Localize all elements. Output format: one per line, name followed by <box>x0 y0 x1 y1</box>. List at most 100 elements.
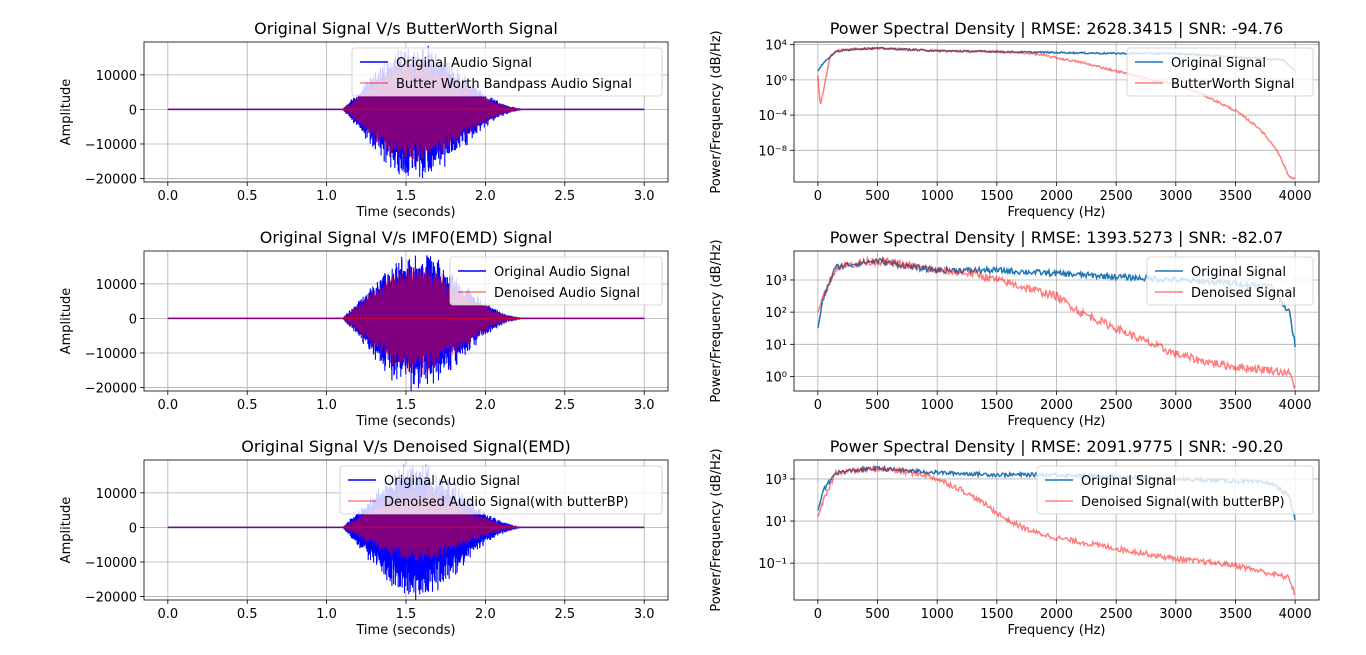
x-tick-label: 1.5 <box>396 398 417 413</box>
x-tick-label: 0.0 <box>157 189 178 204</box>
x-tick-label: 500 <box>865 607 890 622</box>
y-tick-label: −20000 <box>85 173 137 188</box>
chart-title: Power Spectral Density | RMSE: 2091.9775… <box>830 437 1284 456</box>
x-tick-label: 0 <box>814 607 822 622</box>
y-tick-label: 10¹ <box>765 515 787 530</box>
x-axis-label: Time (seconds) <box>355 623 455 638</box>
x-tick-label: 0.0 <box>157 607 178 622</box>
x-axis-label: Frequency (Hz) <box>1007 414 1105 429</box>
legend: Original Signal Denoised Signal(with butt… <box>1036 465 1314 515</box>
y-tick-label: 10³ <box>765 473 787 488</box>
chart-title: Original Signal V/s ButterWorth Signal <box>254 19 558 38</box>
chart-4: 0 500 1000 1500 2000 2500 3000 3500 4000 10³ 10² 10… <box>709 228 1320 429</box>
y-tick-label: 10000 <box>96 69 137 84</box>
y-axis-label: Amplitude <box>59 497 74 564</box>
chart-2: 0 500 1000 1500 2000 2500 3000 3500 4000 10⁴ 10⁰ 10… <box>709 19 1320 220</box>
x-axis-label: Frequency (Hz) <box>1007 623 1105 638</box>
x-tick-label: 500 <box>865 189 890 204</box>
x-tick-label: 4000 <box>1279 189 1312 204</box>
x-tick-label: 0.5 <box>237 607 258 622</box>
legend-label: Original Audio Signal <box>494 265 630 280</box>
x-axis-label: Time (seconds) <box>355 414 455 429</box>
y-axis-label: Amplitude <box>59 288 74 355</box>
y-tick-label: 10⁰ <box>765 74 787 89</box>
plot-area <box>167 255 645 391</box>
series-filtered <box>342 266 526 375</box>
x-tick-label: 0 <box>814 189 822 204</box>
x-tick-label: 500 <box>865 398 890 413</box>
x-tick-label: 1.0 <box>316 607 337 622</box>
y-tick-label: 10⁰ <box>765 371 787 386</box>
y-axis-label: Amplitude <box>59 79 74 146</box>
x-tick-label: 3000 <box>1159 189 1192 204</box>
legend-label: Original Audio Signal <box>396 56 532 71</box>
x-tick-label: 3500 <box>1219 607 1252 622</box>
chart-3: 0.0 0.5 1.0 1.5 2.0 2.5 3.0 −20000 −10000 0 10000 O… <box>59 228 669 429</box>
x-tick-label: 2000 <box>1040 607 1073 622</box>
legend: Original Signal ButterWorth Signal <box>1126 47 1314 97</box>
legend-label: ButterWorth Signal <box>1171 77 1295 92</box>
x-tick-label: 1500 <box>980 398 1013 413</box>
plot-area <box>167 45 645 178</box>
legend-label: Original Audio Signal <box>384 474 520 489</box>
x-axis-label: Frequency (Hz) <box>1007 205 1105 220</box>
chart-title: Original Signal V/s IMF0(EMD) Signal <box>260 228 553 247</box>
series-filtered <box>342 488 525 561</box>
x-tick-label: 0.0 <box>157 398 178 413</box>
x-tick-label: 2.0 <box>475 189 496 204</box>
y-tick-label: −10000 <box>85 556 137 571</box>
legend-label: Denoised Signal(with butterBP) <box>1081 495 1285 510</box>
legend-box <box>1036 465 1314 515</box>
chart-title: Power Spectral Density | RMSE: 1393.5273… <box>830 228 1284 247</box>
series-filtered <box>817 255 1296 390</box>
y-tick-label: 0 <box>129 521 137 536</box>
x-tick-label: 3.0 <box>634 607 655 622</box>
x-tick-label: 1.0 <box>316 398 337 413</box>
x-tick-label: 3000 <box>1159 607 1192 622</box>
x-tick-label: 1000 <box>921 398 954 413</box>
x-tick-label: 3.0 <box>634 398 655 413</box>
y-tick-label: 10000 <box>96 487 137 502</box>
x-tick-label: 2500 <box>1100 607 1133 622</box>
legend-box <box>1146 256 1314 306</box>
y-tick-label: 10000 <box>96 278 137 293</box>
grid <box>794 251 1319 391</box>
x-tick-label: 1500 <box>980 607 1013 622</box>
x-tick-label: 2500 <box>1100 398 1133 413</box>
legend-box <box>339 465 663 515</box>
y-tick-label: 0 <box>129 103 137 118</box>
y-tick-label: −20000 <box>85 382 137 397</box>
x-tick-label: 2.5 <box>554 607 575 622</box>
y-axis-label: Power/Frequency (dB/Hz) <box>709 448 724 611</box>
x-tick-label: 2.0 <box>475 607 496 622</box>
series-filtered <box>817 46 1296 180</box>
x-tick-label: 0.5 <box>237 189 258 204</box>
x-tick-label: 2500 <box>1100 189 1133 204</box>
x-tick-label: 3.0 <box>634 189 655 204</box>
legend: Original Audio Signal Denoised Audio Sign… <box>449 256 663 306</box>
x-tick-label: 3000 <box>1159 398 1192 413</box>
y-tick-label: 10¹ <box>765 338 787 353</box>
x-tick-label: 1.5 <box>396 189 417 204</box>
grid <box>794 42 1319 182</box>
x-tick-label: 4000 <box>1279 398 1312 413</box>
x-tick-label: 1500 <box>980 189 1013 204</box>
x-tick-label: 2.5 <box>554 189 575 204</box>
x-tick-label: 2000 <box>1040 189 1073 204</box>
x-tick-label: 2.5 <box>554 398 575 413</box>
legend-label: Original Signal <box>1081 474 1176 489</box>
y-axis-label: Power/Frequency (dB/Hz) <box>709 30 724 193</box>
x-tick-label: 1000 <box>921 607 954 622</box>
legend: Original Audio Signal Butter Worth Bandpa… <box>351 47 663 97</box>
y-tick-label: 10⁴ <box>765 39 787 54</box>
series-filtered <box>342 57 525 163</box>
legend-label: Denoised Signal <box>1191 286 1296 301</box>
plot-area <box>167 464 645 600</box>
x-tick-label: 2.0 <box>475 398 496 413</box>
legend-label: Denoised Audio Signal <box>494 286 640 301</box>
y-axis-label: Power/Frequency (dB/Hz) <box>709 239 724 402</box>
x-axis-label: Time (seconds) <box>355 205 455 220</box>
x-tick-label: 4000 <box>1279 607 1312 622</box>
y-tick-label: 10³ <box>765 274 787 289</box>
